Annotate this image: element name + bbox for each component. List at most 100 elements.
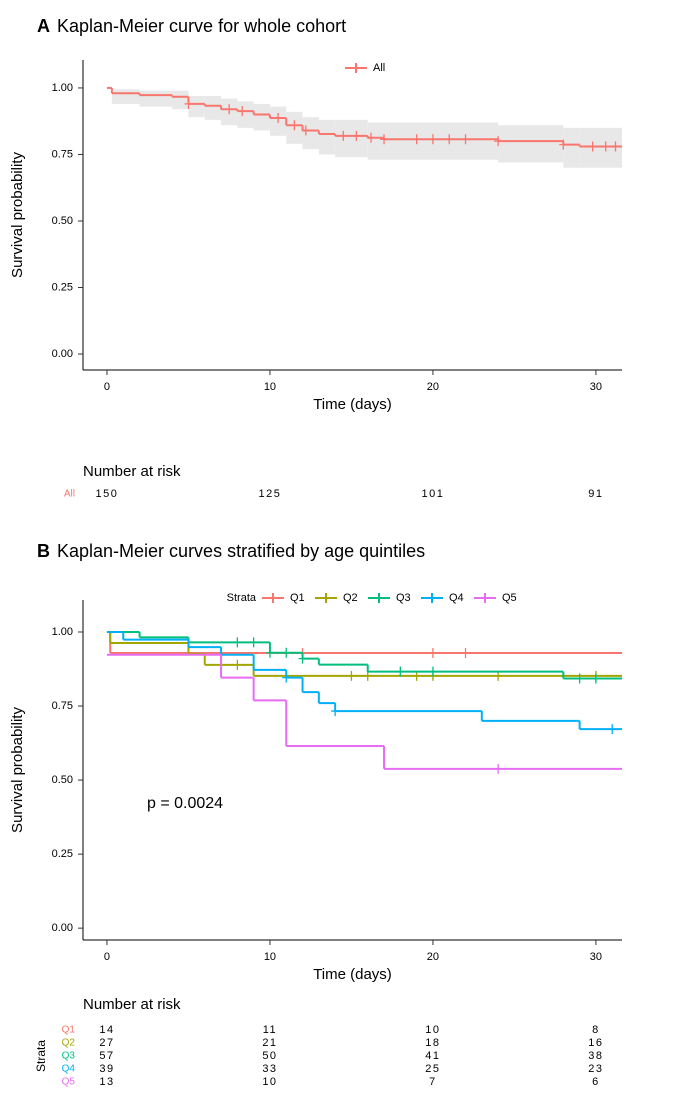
- confidence-band: [172, 90, 189, 110]
- y-tick-label: 1.00: [52, 82, 73, 94]
- censor-mark: [428, 134, 437, 145]
- p-value: p = 0.0024: [147, 795, 223, 812]
- y-tick-label: 1.00: [52, 626, 73, 638]
- censor-mark: [366, 132, 375, 143]
- censor-mark: [591, 673, 600, 684]
- legend-key: [315, 593, 337, 603]
- x-tick-label: 20: [427, 381, 439, 393]
- confidence-band: [302, 117, 319, 150]
- risk-table-ylabel: Strata: [34, 1040, 48, 1072]
- chart-title: Kaplan-Meier curves stratified by age qu…: [57, 541, 425, 561]
- risk-count: 39: [99, 1063, 114, 1075]
- risk-count: 21: [262, 1037, 277, 1049]
- risk-count: 16: [588, 1037, 603, 1049]
- panel-label: A: [37, 16, 50, 36]
- confidence-band: [367, 122, 385, 160]
- y-tick-label: 0.25: [52, 281, 73, 293]
- censor-mark: [494, 136, 503, 147]
- x-axis-label: Time (days): [313, 396, 392, 413]
- risk-count: 38: [588, 1050, 603, 1062]
- legend-key: [421, 593, 443, 603]
- risk-count: 11: [263, 1024, 277, 1036]
- censor-mark: [445, 134, 454, 145]
- censor-mark: [282, 647, 291, 658]
- censor-mark: [225, 104, 234, 115]
- x-tick-label: 10: [264, 951, 276, 963]
- risk-count: 13: [99, 1076, 114, 1088]
- chart-title: Kaplan-Meier curve for whole cohort: [57, 16, 346, 36]
- risk-count: 6: [592, 1076, 600, 1088]
- censor-mark: [380, 134, 389, 145]
- risk-count: 10: [425, 1024, 440, 1036]
- x-tick-label: 10: [264, 381, 276, 393]
- risk-count: 150: [96, 488, 119, 500]
- censor-mark: [428, 648, 437, 659]
- confidence-band: [111, 89, 140, 104]
- risk-count: 57: [99, 1050, 114, 1062]
- risk-table-title: Number at risk: [83, 463, 181, 480]
- censor-mark: [601, 141, 610, 152]
- risk-count: 14: [99, 1024, 114, 1036]
- y-tick-label: 0.75: [52, 700, 73, 712]
- risk-count: 101: [422, 488, 445, 500]
- risk-count: 27: [99, 1037, 114, 1049]
- risk-count: 50: [262, 1050, 277, 1062]
- x-tick-label: 30: [590, 951, 602, 963]
- censor-mark: [290, 120, 299, 131]
- legend-key: [345, 63, 367, 73]
- x-tick-label: 0: [104, 951, 110, 963]
- censor-mark: [184, 98, 193, 109]
- confidence-band: [188, 95, 205, 118]
- risk-row-label: Q1: [62, 1025, 76, 1036]
- censor-mark: [233, 637, 242, 648]
- risk-count: 91: [588, 488, 603, 500]
- risk-count: 8: [592, 1024, 600, 1036]
- legend-key: [262, 593, 284, 603]
- censor-mark: [611, 141, 620, 152]
- confidence-band: [563, 127, 580, 168]
- confidence-band: [318, 119, 336, 155]
- censor-mark: [274, 113, 283, 124]
- legend-key: [368, 593, 390, 603]
- confidence-band: [237, 101, 254, 128]
- censor-mark: [233, 659, 242, 670]
- censor-mark: [461, 648, 470, 659]
- x-tick-label: 30: [590, 381, 602, 393]
- censor-mark: [347, 670, 356, 681]
- legend-label: Q5: [502, 592, 517, 604]
- legend-label: Q1: [290, 592, 305, 604]
- censor-mark: [575, 673, 584, 684]
- y-tick-label: 0.25: [52, 848, 73, 860]
- censor-mark: [265, 647, 274, 658]
- x-tick-label: 0: [104, 381, 110, 393]
- risk-count: 33: [262, 1063, 277, 1075]
- confidence-band: [384, 122, 499, 160]
- legend-title: Strata: [227, 592, 257, 604]
- legend-label: Q3: [396, 592, 411, 604]
- censor-mark: [363, 670, 372, 681]
- x-tick-label: 20: [427, 951, 439, 963]
- censor-mark: [339, 130, 348, 141]
- legend-key: [474, 593, 496, 603]
- risk-count: 7: [429, 1076, 437, 1088]
- y-tick-label: 0.00: [52, 922, 73, 934]
- risk-count: 10: [262, 1076, 277, 1088]
- confidence-band: [204, 95, 222, 120]
- risk-count: 41: [425, 1050, 440, 1062]
- censor-mark: [352, 130, 361, 141]
- risk-count: 125: [259, 488, 282, 500]
- censor-mark: [238, 106, 247, 117]
- risk-row-label: Q4: [62, 1064, 76, 1075]
- y-tick-label: 0.75: [52, 148, 73, 160]
- risk-row-label: Q2: [62, 1038, 76, 1049]
- censor-mark: [301, 125, 310, 136]
- risk-table-title: Number at risk: [83, 996, 181, 1013]
- y-axis-label: Survival probability: [9, 707, 26, 833]
- confidence-band: [335, 119, 368, 158]
- legend-label: Q4: [449, 592, 464, 604]
- y-tick-label: 0.00: [52, 348, 73, 360]
- censor-mark: [249, 637, 258, 648]
- risk-count: 23: [588, 1063, 603, 1075]
- risk-count: 25: [425, 1063, 440, 1075]
